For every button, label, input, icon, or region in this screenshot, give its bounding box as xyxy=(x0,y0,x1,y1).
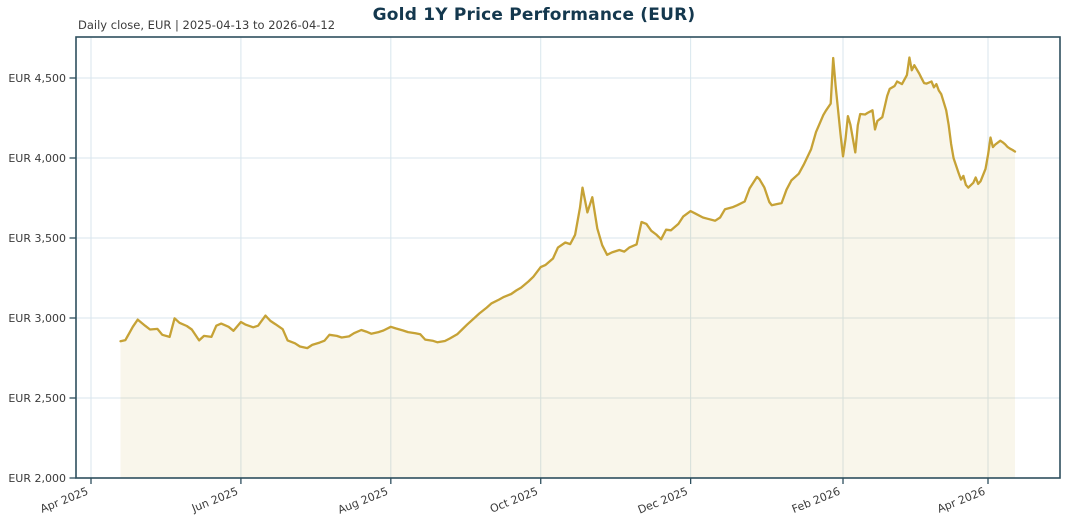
y-tick-label: EUR 4,000 xyxy=(8,152,66,165)
y-axis-tick-labels: EUR 2,000 EUR 2,500 EUR 3,000 EUR 3,500 EUR … xyxy=(8,72,66,485)
y-gridlines xyxy=(76,77,1060,399)
tick-marks xyxy=(69,77,989,484)
y-tick-label: EUR 2,000 xyxy=(8,472,66,485)
plot-border xyxy=(75,36,1061,479)
y-tick-label: EUR 2,500 xyxy=(8,392,66,405)
y-tick-label: EUR 3,000 xyxy=(8,312,66,325)
x-tick-label: Oct 2025 xyxy=(488,485,540,516)
x-tick-label: Feb 2026 xyxy=(790,485,842,516)
y-tick-label: EUR 4,500 xyxy=(8,72,66,85)
x-tick-label: Aug 2025 xyxy=(336,485,390,517)
x-axis-tick-labels: Apr 2025 Jun 2025 Aug 2025 Oct 2025 Dec 2025… xyxy=(38,485,987,517)
x-tick-label: Jun 2025 xyxy=(189,485,240,516)
x-tick-label: Dec 2025 xyxy=(636,485,690,517)
chart-subtitle: Daily close, EUR | 2025-04-13 to 2026-04… xyxy=(78,18,336,32)
x-tick-label: Apr 2026 xyxy=(935,485,987,516)
x-tick-label: Apr 2025 xyxy=(38,485,90,516)
chart-title: Gold 1Y Price Performance (EUR) xyxy=(372,5,696,25)
plot-area xyxy=(76,37,1060,478)
price-area-fill xyxy=(120,57,1015,478)
y-tick-label: EUR 3,500 xyxy=(8,232,66,245)
x-gridlines xyxy=(90,37,989,478)
price-line xyxy=(119,56,1017,350)
